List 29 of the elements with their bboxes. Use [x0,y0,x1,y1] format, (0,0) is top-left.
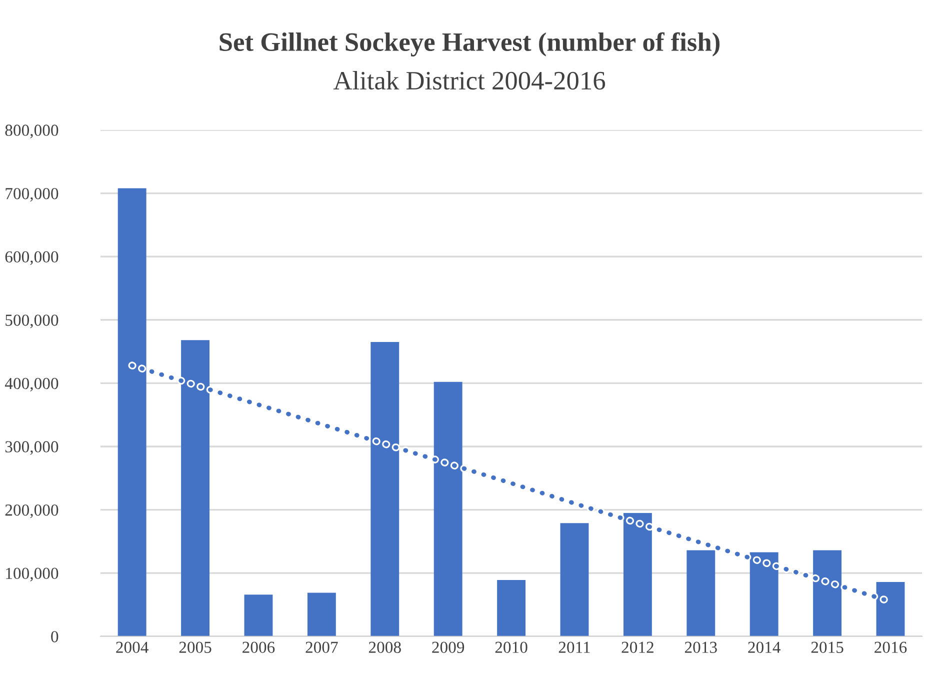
y-tick-label: 600,000 [5,251,58,265]
x-tick-label: 2014 [748,642,780,653]
x-tick-label: 2011 [558,642,590,653]
x-tick-label: 2015 [811,642,844,653]
y-tick-label: 400,000 [4,378,58,392]
x-tick-label: 2005 [179,642,212,653]
x-tick-label: 2016 [874,642,907,653]
bar [244,594,273,636]
y-tick-label: 800,000 [5,124,58,138]
x-tick-label: 2006 [242,642,275,653]
x-tick-label: 2010 [495,642,528,653]
bar [560,523,589,636]
y-tick-label: 100,000 [6,568,58,582]
y-tick-label: 500,000 [6,314,58,328]
y-tick-label: 300,000 [5,441,58,455]
bar [307,592,336,636]
y-tick-label: 200,000 [5,504,58,518]
chart-subtitle: Alitak District 2004-2016 [333,71,606,90]
x-tick-label: 2007 [306,642,338,653]
x-tick-label: 2004 [116,642,148,653]
y-tick-label: 700,000 [6,188,58,202]
y-tick-label: 0 [51,631,58,642]
x-tick-label: 2013 [684,642,717,653]
bar [497,580,526,636]
x-tick-label: 2008 [368,642,401,653]
bar [686,550,716,636]
x-tick-label: 2012 [622,642,654,653]
chart-title: Set Gillnet Sockeye Harvest (number of fish) [220,32,720,56]
x-tick-label: 2009 [432,642,464,653]
